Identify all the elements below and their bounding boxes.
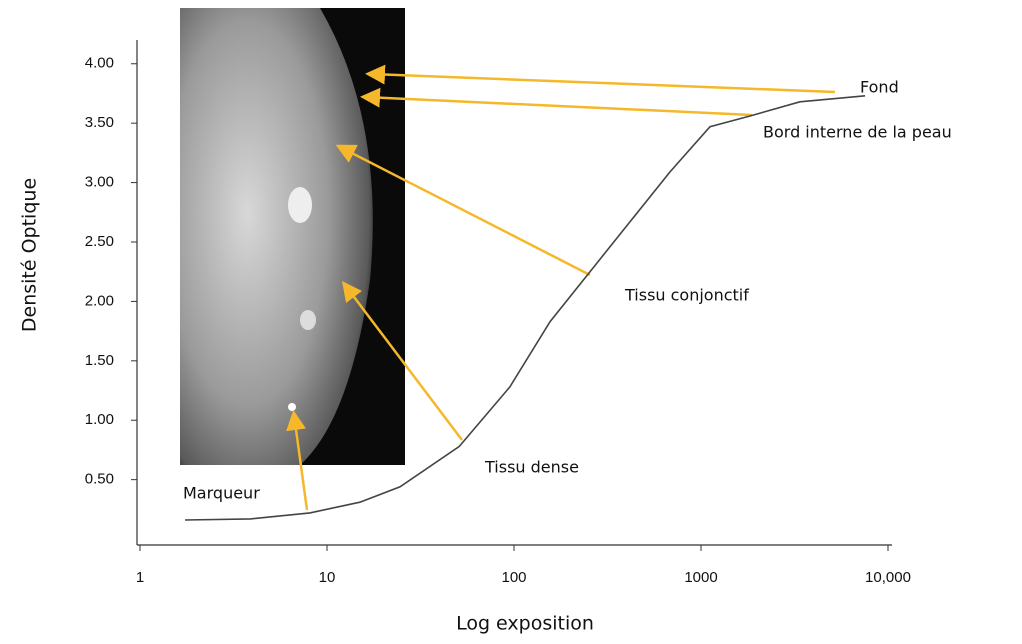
annotation: Marqueur — [183, 484, 260, 503]
y-tick-label: 1.00 — [85, 411, 114, 428]
annotation: Tissu dense — [484, 458, 579, 477]
y-tick-label: 3.50 — [85, 114, 114, 131]
annotation: Tissu conjonctif — [624, 286, 749, 305]
y-tick-label: 1.50 — [85, 352, 114, 369]
curve — [184, 95, 866, 521]
annotation-arrows — [286, 64, 836, 511]
mammogram-image — [180, 8, 405, 465]
x-tick-label: 1000 — [684, 569, 717, 586]
x-axis-label: Log exposition — [456, 613, 594, 635]
y-tick-label: 4.00 — [85, 55, 114, 72]
annotation: Fond — [860, 78, 899, 97]
y-tick-label: 3.00 — [85, 174, 114, 191]
x-tick-label: 1 — [136, 569, 144, 586]
annotation: Bord interne de la peau — [763, 123, 952, 142]
x-tick-label: 10,000 — [865, 569, 911, 586]
y-tick-label: 2.50 — [85, 233, 114, 250]
y-tick-label: 2.00 — [85, 292, 114, 309]
y-axis-label: Densité Optique — [19, 178, 41, 332]
x-tick-label: 10 — [319, 569, 336, 586]
x-tick-label: 100 — [501, 569, 526, 586]
y-tick-label: 0.50 — [85, 471, 114, 488]
